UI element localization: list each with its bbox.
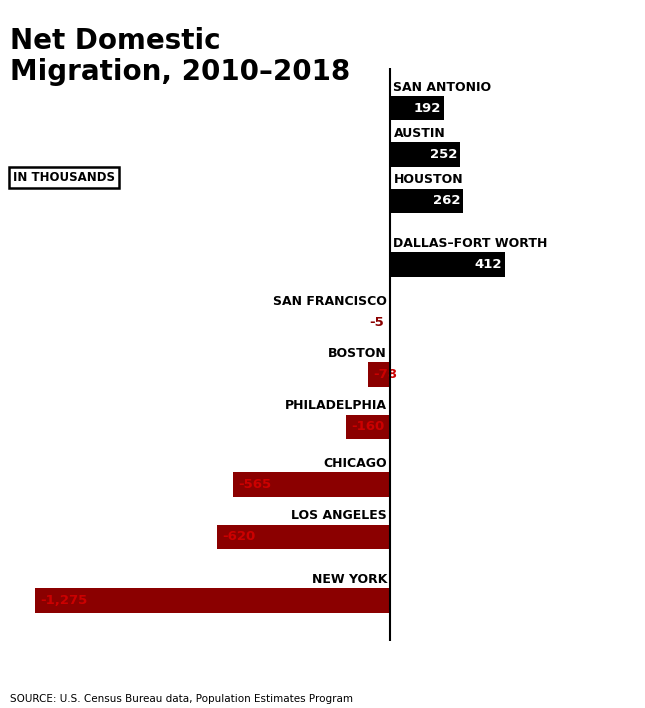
Bar bbox=[368, 362, 390, 387]
Text: HOUSTON: HOUSTON bbox=[393, 173, 463, 186]
Text: PHILADELPHIA: PHILADELPHIA bbox=[285, 399, 387, 412]
Bar bbox=[346, 415, 390, 439]
Text: 412: 412 bbox=[474, 258, 502, 271]
Bar bbox=[389, 310, 390, 335]
Text: LOS ANGELES: LOS ANGELES bbox=[292, 509, 387, 523]
Text: IN THOUSANDS: IN THOUSANDS bbox=[13, 171, 115, 184]
Bar bbox=[233, 472, 390, 497]
Bar bbox=[390, 96, 444, 120]
Bar bbox=[35, 588, 390, 612]
Text: 192: 192 bbox=[413, 102, 441, 115]
Bar bbox=[390, 188, 463, 213]
Text: SOURCE: U.S. Census Bureau data, Population Estimates Program: SOURCE: U.S. Census Bureau data, Populat… bbox=[10, 695, 353, 704]
Bar bbox=[217, 525, 390, 549]
Text: -5: -5 bbox=[369, 316, 384, 329]
Text: NEW YORK: NEW YORK bbox=[312, 573, 387, 586]
Text: -1,275: -1,275 bbox=[40, 594, 87, 607]
Text: -78: -78 bbox=[373, 368, 398, 381]
Text: Net Domestic
Migration, 2010–2018: Net Domestic Migration, 2010–2018 bbox=[10, 27, 350, 86]
Text: -160: -160 bbox=[351, 421, 384, 433]
Text: -620: -620 bbox=[223, 530, 256, 543]
Text: 262: 262 bbox=[433, 194, 460, 207]
Text: DALLAS–FORT WORTH: DALLAS–FORT WORTH bbox=[393, 237, 548, 250]
Text: CHICAGO: CHICAGO bbox=[323, 457, 387, 470]
Bar bbox=[390, 252, 505, 277]
Text: 252: 252 bbox=[430, 148, 457, 161]
Text: AUSTIN: AUSTIN bbox=[393, 127, 445, 140]
Bar bbox=[390, 142, 461, 166]
Text: -565: -565 bbox=[238, 478, 271, 491]
Text: BOSTON: BOSTON bbox=[328, 347, 387, 360]
Text: SAN ANTONIO: SAN ANTONIO bbox=[393, 81, 491, 93]
Text: SAN FRANCISCO: SAN FRANCISCO bbox=[273, 295, 387, 308]
